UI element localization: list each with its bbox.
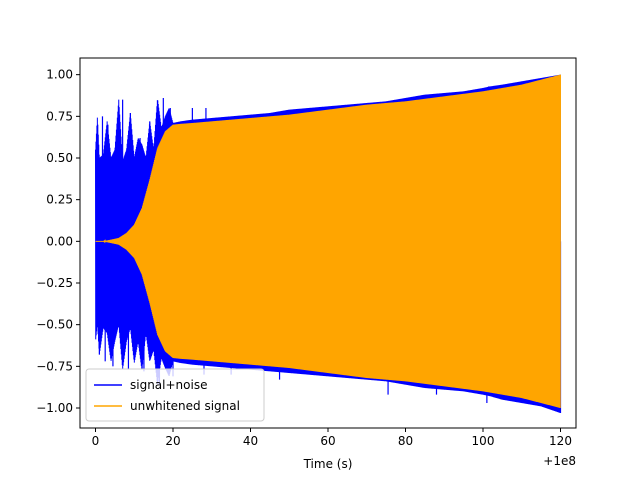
x-tick-label: 120: [549, 434, 572, 448]
x-tick-label: 80: [398, 434, 413, 448]
x-tick-label: 0: [92, 434, 100, 448]
y-tick-label: 0.25: [46, 193, 73, 207]
y-tick-label: 1.00: [46, 68, 73, 82]
x-axis-label: Time (s): [303, 457, 353, 471]
y-tick-label: −0.25: [36, 276, 73, 290]
x-tick-label: 100: [472, 434, 495, 448]
x-offset-label: +1e8: [543, 454, 576, 468]
y-tick-label: 0.50: [46, 151, 73, 165]
y-tick-label: −0.50: [36, 318, 73, 332]
y-tick-label: 0.75: [46, 109, 73, 123]
y-tick-label: −1.00: [36, 401, 73, 415]
y-tick-label: −0.75: [36, 359, 73, 373]
x-axis: 0 20 40 60 80 100 120: [92, 428, 572, 448]
x-tick-label: 60: [320, 434, 335, 448]
legend-box: [85, 368, 265, 422]
x-tick-label: 20: [165, 434, 180, 448]
series-line-1: [95, 74, 561, 408]
series-layer: [95, 74, 562, 413]
legend-label-unwhitened-signal: unwhitened signal: [130, 399, 240, 413]
y-axis: −1.00 −0.75 −0.50 −0.25 0.00 0.25 0.50 0.75 1.00: [36, 68, 80, 415]
x-tick-label: 40: [243, 434, 258, 448]
legend-label-signal-noise: signal+noise: [130, 378, 207, 392]
legend: signal+noise unwhitened signal: [85, 368, 265, 422]
y-tick-label: 0.00: [46, 234, 73, 248]
